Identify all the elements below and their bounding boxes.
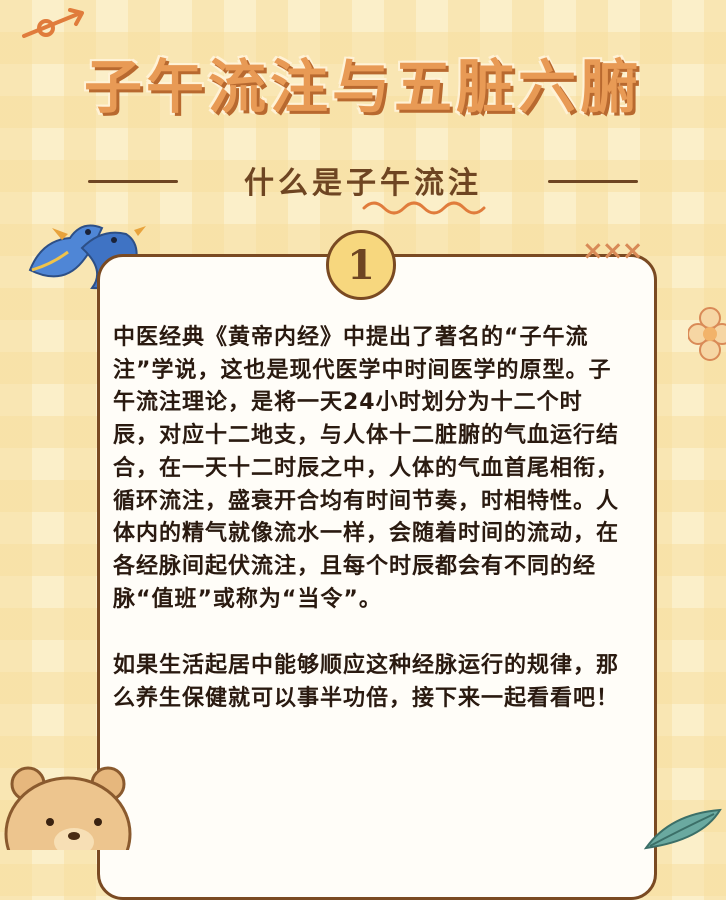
cross-marks-decoration: ××× bbox=[582, 236, 643, 266]
section-number: 1 bbox=[347, 241, 375, 289]
bear-icon bbox=[4, 766, 132, 850]
section-subtitle: 什么是子午流注 bbox=[244, 166, 482, 201]
heart-arrow-icon bbox=[22, 8, 84, 38]
paragraph-intro: 中医经典《黄帝内经》中提出了著名的“子午流注”学说，这也是现代医学中时间医学的原… bbox=[113, 325, 620, 612]
paragraph-conclusion: 如果生活起居中能够顺应这种经脉运行的规律，那么养生保健就可以事半功倍，接下来一起… bbox=[113, 653, 620, 712]
flower-icon bbox=[688, 307, 726, 361]
wave-underline-icon bbox=[362, 201, 486, 215]
leaf-icon bbox=[643, 808, 722, 850]
page-title: 子午流注与五脏六腑 bbox=[83, 53, 642, 121]
content-card bbox=[97, 254, 657, 900]
subtitle-row: 什么是子午流注 bbox=[0, 158, 726, 208]
card-body: 中医经典《黄帝内经》中提出了著名的“子午流注”学说，这也是现代医学中时间医学的原… bbox=[113, 322, 621, 750]
section-number-badge: 1 bbox=[326, 230, 396, 300]
subtitle-divider-right bbox=[548, 180, 638, 183]
subtitle-divider-left bbox=[88, 180, 178, 183]
